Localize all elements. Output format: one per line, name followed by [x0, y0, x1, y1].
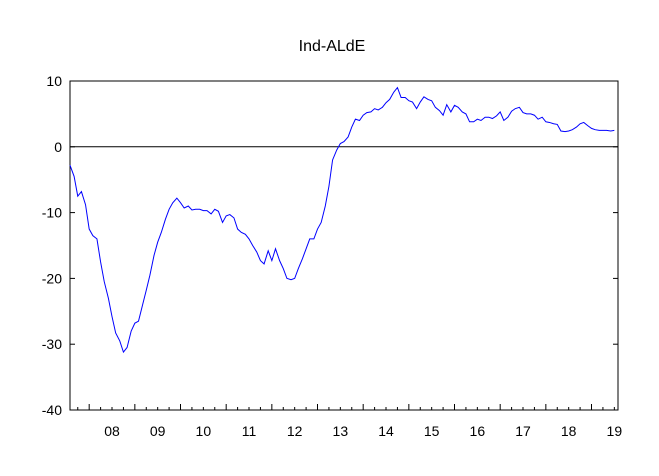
x-tick-label: 15 — [424, 423, 440, 439]
y-tick-label: -20 — [42, 270, 62, 286]
y-tick-label: 10 — [46, 73, 62, 89]
x-tick-label: 17 — [515, 423, 531, 439]
x-tick-label: 09 — [150, 423, 166, 439]
x-tick-label: 14 — [378, 423, 394, 439]
x-tick-label: 10 — [196, 423, 212, 439]
plot-area: 10 0 -10 -20 -30 -40 08 09 10 11 12 13 14 15 16 17 18 19 — [42, 73, 623, 439]
y-tick-label: -40 — [42, 402, 62, 418]
series-line — [69, 86, 615, 354]
x-tick-label: 08 — [104, 423, 120, 439]
x-tick-label: 16 — [470, 423, 486, 439]
x-tick-label: 19 — [607, 423, 623, 439]
y-tick-label: 0 — [54, 139, 62, 155]
x-tick-label: 13 — [333, 423, 349, 439]
x-tick-label: 11 — [242, 423, 257, 439]
plot-frame — [69, 80, 619, 411]
y-tick-label: -30 — [42, 336, 62, 352]
x-tick-label: 18 — [561, 423, 577, 439]
x-tick-label: 12 — [287, 423, 303, 439]
y-tick-label: -10 — [42, 205, 62, 221]
chart-title: Ind-ALdE — [299, 38, 366, 55]
